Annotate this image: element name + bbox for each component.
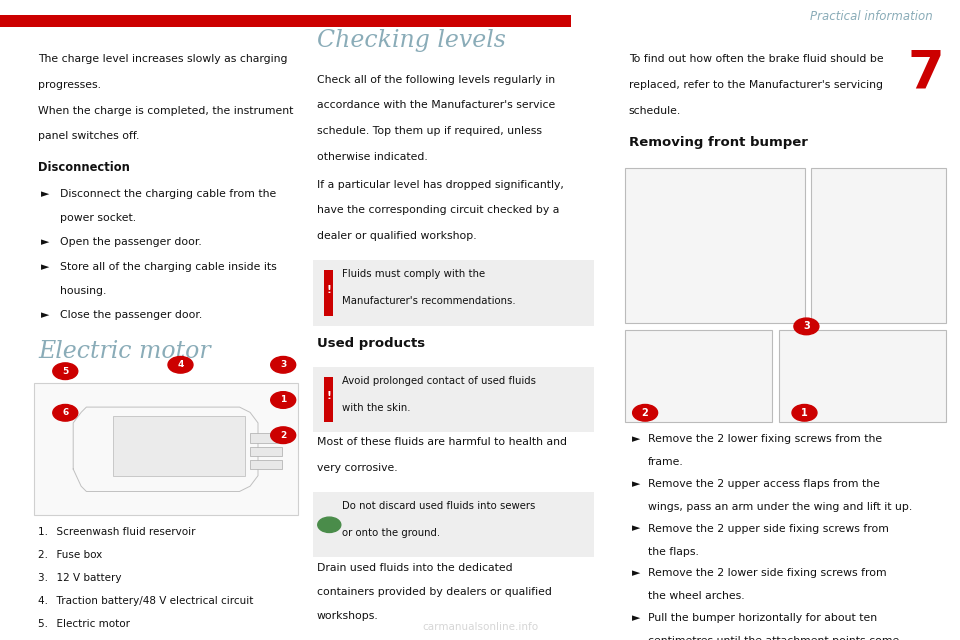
Text: 4.  Traction battery/48 V electrical circuit: 4. Traction battery/48 V electrical circ…	[38, 596, 253, 606]
Circle shape	[633, 404, 658, 421]
Text: The charge level increases slowly as charging: The charge level increases slowly as cha…	[38, 54, 288, 65]
Text: otherwise indicated.: otherwise indicated.	[317, 152, 427, 162]
Text: the wheel arches.: the wheel arches.	[648, 591, 745, 602]
Text: Remove the 2 lower fixing screws from the: Remove the 2 lower fixing screws from th…	[648, 434, 882, 444]
Bar	[113, 417, 245, 476]
Text: schedule. Top them up if required, unless: schedule. Top them up if required, unles…	[317, 126, 541, 136]
Text: ►: ►	[632, 568, 640, 579]
Text: 2: 2	[280, 431, 286, 440]
Bar	[324, 270, 333, 316]
Text: 7: 7	[908, 48, 945, 100]
Text: have the corresponding circuit checked by a: have the corresponding circuit checked b…	[317, 205, 559, 216]
Text: 3.  12 V battery: 3. 12 V battery	[38, 573, 122, 583]
Text: Do not discard used fluids into sewers: Do not discard used fluids into sewers	[342, 501, 535, 511]
Text: panel switches off.: panel switches off.	[38, 131, 140, 141]
Circle shape	[318, 517, 341, 532]
Text: !: !	[326, 391, 331, 401]
Bar	[250, 433, 282, 443]
Text: ►: ►	[41, 262, 50, 272]
Circle shape	[53, 363, 78, 380]
Text: Pull the bumper horizontally for about ten: Pull the bumper horizontally for about t…	[648, 613, 877, 623]
Text: very corrosive.: very corrosive.	[317, 463, 397, 473]
Text: ►: ►	[41, 189, 50, 199]
Text: replaced, refer to the Manufacturer's servicing: replaced, refer to the Manufacturer's se…	[629, 80, 883, 90]
Text: housing.: housing.	[60, 286, 106, 296]
Bar	[34, 383, 298, 515]
Text: Remove the 2 lower side fixing screws from: Remove the 2 lower side fixing screws fr…	[648, 568, 887, 579]
Circle shape	[168, 356, 193, 373]
Text: or onto the ground.: or onto the ground.	[342, 528, 440, 538]
Bar	[313, 492, 594, 557]
Text: accordance with the Manufacturer's service: accordance with the Manufacturer's servi…	[317, 100, 555, 111]
Text: Used products: Used products	[317, 337, 425, 350]
Circle shape	[792, 404, 817, 421]
Text: wings, pass an arm under the wing and lift it up.: wings, pass an arm under the wing and li…	[648, 502, 912, 512]
Text: Checking levels: Checking levels	[317, 29, 506, 52]
Bar	[250, 460, 282, 469]
Text: Electric motor: Electric motor	[38, 340, 211, 363]
Bar	[0, 15, 571, 27]
Text: Drain used fluids into the dedicated: Drain used fluids into the dedicated	[317, 563, 513, 573]
Text: 3: 3	[803, 321, 810, 332]
Text: 2.  Fuse box: 2. Fuse box	[38, 550, 103, 560]
Text: 3: 3	[280, 360, 286, 369]
Text: carmanualsonline.info: carmanualsonline.info	[422, 622, 538, 632]
Text: Practical information: Practical information	[810, 10, 933, 23]
Text: centimetres until the attachment points come: centimetres until the attachment points …	[648, 636, 900, 640]
Bar	[250, 447, 282, 456]
Text: Store all of the charging cable inside its: Store all of the charging cable inside i…	[60, 262, 276, 272]
Text: If a particular level has dropped significantly,: If a particular level has dropped signif…	[317, 180, 564, 190]
Bar	[313, 367, 594, 432]
Text: Remove the 2 upper access flaps from the: Remove the 2 upper access flaps from the	[648, 479, 880, 489]
Text: progresses.: progresses.	[38, 80, 102, 90]
Text: Avoid prolonged contact of used fluids: Avoid prolonged contact of used fluids	[342, 376, 536, 386]
Circle shape	[53, 404, 78, 421]
Text: workshops.: workshops.	[317, 611, 378, 621]
Text: Disconnect the charging cable from the: Disconnect the charging cable from the	[60, 189, 276, 199]
Text: Manufacturer's recommendations.: Manufacturer's recommendations.	[342, 296, 516, 307]
Text: ►: ►	[632, 524, 640, 534]
Bar	[625, 330, 773, 422]
Circle shape	[271, 356, 296, 373]
Bar	[811, 168, 946, 323]
Bar	[324, 376, 333, 422]
Text: with the skin.: with the skin.	[342, 403, 410, 413]
Bar	[625, 168, 804, 323]
Text: !: !	[326, 285, 331, 295]
Text: the flaps.: the flaps.	[648, 547, 699, 557]
Text: ►: ►	[41, 237, 50, 248]
Bar	[313, 260, 594, 326]
Text: To find out how often the brake fluid should be: To find out how often the brake fluid sh…	[629, 54, 883, 65]
Text: dealer or qualified workshop.: dealer or qualified workshop.	[317, 231, 476, 241]
Text: When the charge is completed, the instrument: When the charge is completed, the instru…	[38, 106, 294, 116]
Text: ►: ►	[632, 479, 640, 489]
Circle shape	[271, 427, 296, 444]
Text: Removing front bumper: Removing front bumper	[629, 136, 807, 149]
Text: Close the passenger door.: Close the passenger door.	[60, 310, 202, 321]
Text: 6: 6	[62, 408, 68, 417]
Text: ►: ►	[632, 613, 640, 623]
Text: containers provided by dealers or qualified: containers provided by dealers or qualif…	[317, 587, 552, 597]
Text: Fluids must comply with the: Fluids must comply with the	[342, 269, 485, 280]
Text: ►: ►	[632, 434, 640, 444]
Text: 4: 4	[178, 360, 183, 369]
Text: 1: 1	[280, 396, 286, 404]
Text: Remove the 2 upper side fixing screws from: Remove the 2 upper side fixing screws fr…	[648, 524, 889, 534]
Bar	[780, 330, 946, 422]
Text: 5.  Electric motor: 5. Electric motor	[38, 619, 131, 629]
Text: Check all of the following levels regularly in: Check all of the following levels regula…	[317, 75, 555, 85]
Text: Most of these fluids are harmful to health and: Most of these fluids are harmful to heal…	[317, 437, 566, 447]
Text: schedule.: schedule.	[629, 106, 681, 116]
Text: 5: 5	[62, 367, 68, 376]
Text: 1: 1	[801, 408, 808, 418]
Text: Open the passenger door.: Open the passenger door.	[60, 237, 202, 248]
Text: frame.: frame.	[648, 457, 684, 467]
Text: 2: 2	[641, 408, 649, 418]
Circle shape	[271, 392, 296, 408]
Text: 1.  Screenwash fluid reservoir: 1. Screenwash fluid reservoir	[38, 527, 196, 537]
Text: Disconnection: Disconnection	[38, 161, 131, 173]
Circle shape	[794, 318, 819, 335]
Text: power socket.: power socket.	[60, 213, 135, 223]
Text: ►: ►	[41, 310, 50, 321]
